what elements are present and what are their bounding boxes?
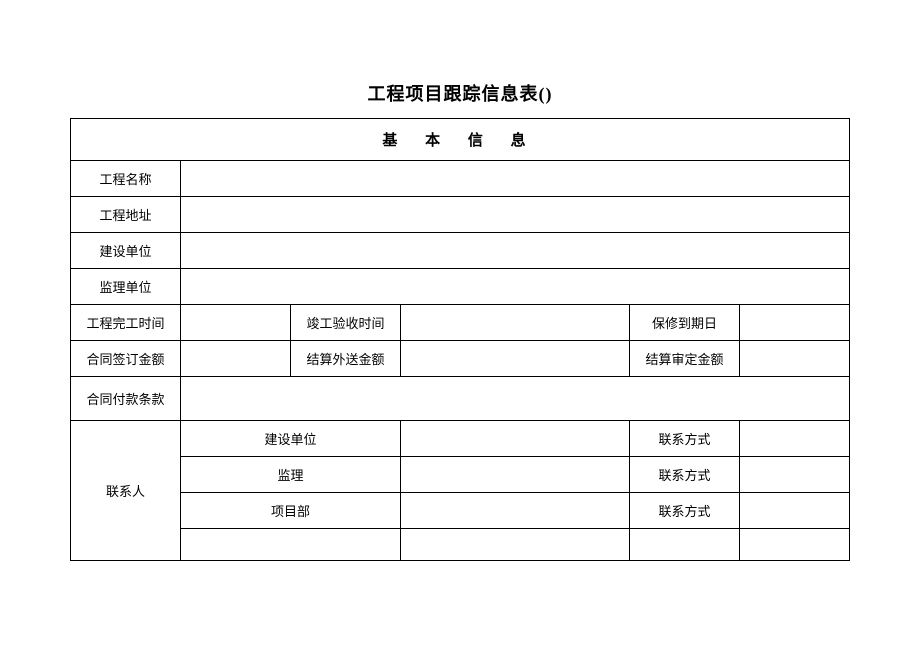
contact-method-value-1: [740, 421, 850, 457]
contact-label: 联系人: [71, 421, 181, 561]
acceptance-time-label: 竣工验收时间: [291, 305, 401, 341]
completion-time-label: 工程完工时间: [71, 305, 181, 341]
contract-amount-value: [181, 341, 291, 377]
contact-project-label: 项目部: [181, 493, 401, 529]
contact-empty-value: [401, 529, 630, 561]
contact-project-value: [401, 493, 630, 529]
info-table: 基 本 信 息 工程名称 工程地址 建设单位 监理单位 工程完工时间 竣工验收时…: [70, 118, 850, 561]
warranty-date-label: 保修到期日: [630, 305, 740, 341]
construction-unit-label: 建设单位: [71, 233, 181, 269]
supervision-unit-value: [181, 269, 850, 305]
contact-supervision-value: [401, 457, 630, 493]
warranty-date-value: [740, 305, 850, 341]
contact-method-value-4: [740, 529, 850, 561]
contact-empty-label: [181, 529, 401, 561]
contract-amount-label: 合同签订金额: [71, 341, 181, 377]
project-name-label: 工程名称: [71, 161, 181, 197]
project-name-value: [181, 161, 850, 197]
contact-construction-value: [401, 421, 630, 457]
payment-terms-label: 合同付款条款: [71, 377, 181, 421]
contact-method-label-1: 联系方式: [630, 421, 740, 457]
acceptance-time-value: [401, 305, 630, 341]
document-title: 工程项目跟踪信息表(): [70, 80, 850, 106]
section-header: 基 本 信 息: [71, 119, 850, 161]
project-address-value: [181, 197, 850, 233]
contact-method-label-3: 联系方式: [630, 493, 740, 529]
settlement-sent-value: [401, 341, 630, 377]
contact-method-label-2: 联系方式: [630, 457, 740, 493]
completion-time-value: [181, 305, 291, 341]
settlement-audit-label: 结算审定金额: [630, 341, 740, 377]
contact-method-label-4: [630, 529, 740, 561]
contact-method-value-2: [740, 457, 850, 493]
payment-terms-value: [181, 377, 850, 421]
contact-method-value-3: [740, 493, 850, 529]
settlement-audit-value: [740, 341, 850, 377]
settlement-sent-label: 结算外送金额: [291, 341, 401, 377]
contact-supervision-label: 监理: [181, 457, 401, 493]
supervision-unit-label: 监理单位: [71, 269, 181, 305]
contact-construction-label: 建设单位: [181, 421, 401, 457]
project-address-label: 工程地址: [71, 197, 181, 233]
construction-unit-value: [181, 233, 850, 269]
